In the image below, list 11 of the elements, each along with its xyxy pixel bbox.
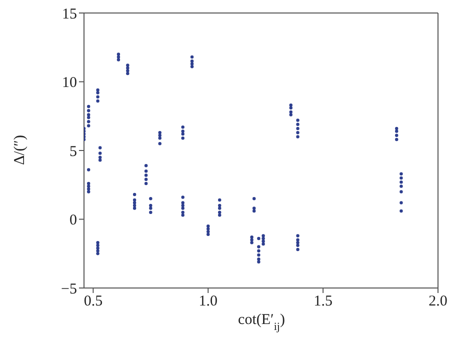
y-tick-label: 10 xyxy=(62,75,77,92)
y-tick-label: 15 xyxy=(62,6,77,22)
y-tick-label: 0 xyxy=(70,212,77,229)
y-axis-title: Δ/(″) xyxy=(12,134,28,166)
x-tick-label: 1.0 xyxy=(198,294,218,310)
x-axis-title: cot(E′$_{ij}$) xyxy=(238,312,285,333)
y-tick-label: 5 xyxy=(70,144,77,160)
x-tick-label: 1.5 xyxy=(314,294,332,310)
y-tick-label: −5 xyxy=(61,281,77,298)
x-tick-label: 2.0 xyxy=(428,294,448,310)
x-tick-label: 0.5 xyxy=(84,294,103,310)
